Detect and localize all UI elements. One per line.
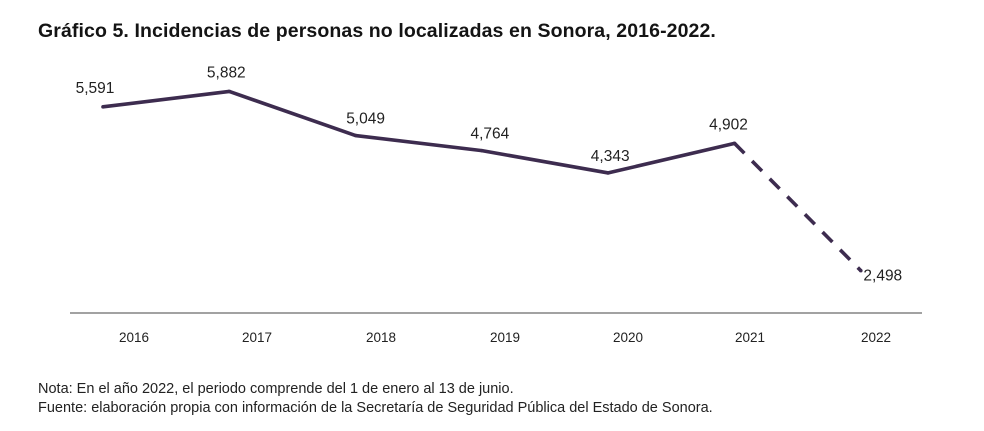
note-text: Nota: En el año 2022, el periodo compren… <box>38 381 514 397</box>
x-tick-label: 2022 <box>861 330 891 345</box>
chart-notes: Nota: En el año 2022, el periodo compren… <box>38 380 713 418</box>
data-label: 4,764 <box>471 126 510 143</box>
data-label: 5,049 <box>346 111 385 128</box>
source-text: Fuente: elaboración propia con informaci… <box>38 400 713 416</box>
data-point <box>227 89 232 94</box>
x-tick-label: 2021 <box>735 330 765 345</box>
x-tick-labels-layer: 2016 2017 2018 2019 2020 2021 2022 <box>119 330 891 345</box>
data-point <box>101 105 105 109</box>
data-point <box>732 141 737 146</box>
data-point <box>606 171 610 175</box>
series-segment <box>228 89 357 138</box>
x-tick-label: 2018 <box>366 330 396 345</box>
x-tick-label: 2017 <box>242 330 272 345</box>
x-tick-label: 2019 <box>490 330 520 345</box>
series-segment <box>481 148 609 175</box>
chart-title: Gráfico 5. Incidencias de personas no lo… <box>38 20 716 42</box>
data-label: 4,343 <box>591 148 630 165</box>
series-segment <box>355 133 483 153</box>
data-point <box>353 133 358 138</box>
line-chart: 5,591 5,882 5,049 4,764 4,343 4,902 2,498 2016… <box>70 64 922 345</box>
series-layer <box>101 89 863 273</box>
data-label: 5,882 <box>207 64 246 81</box>
series-segment <box>102 89 230 109</box>
data-point <box>859 268 863 273</box>
data-label: 5,591 <box>76 80 115 97</box>
data-point <box>480 148 484 153</box>
data-labels-layer: 5,591 5,882 5,049 4,764 4,343 4,902 2,498 <box>76 64 903 284</box>
series-segment-dashed <box>733 142 863 272</box>
data-label: 2,498 <box>863 268 902 285</box>
x-tick-label: 2020 <box>613 330 643 345</box>
x-tick-label: 2016 <box>119 330 149 345</box>
data-label: 4,902 <box>709 116 748 133</box>
series-segment <box>607 141 735 175</box>
